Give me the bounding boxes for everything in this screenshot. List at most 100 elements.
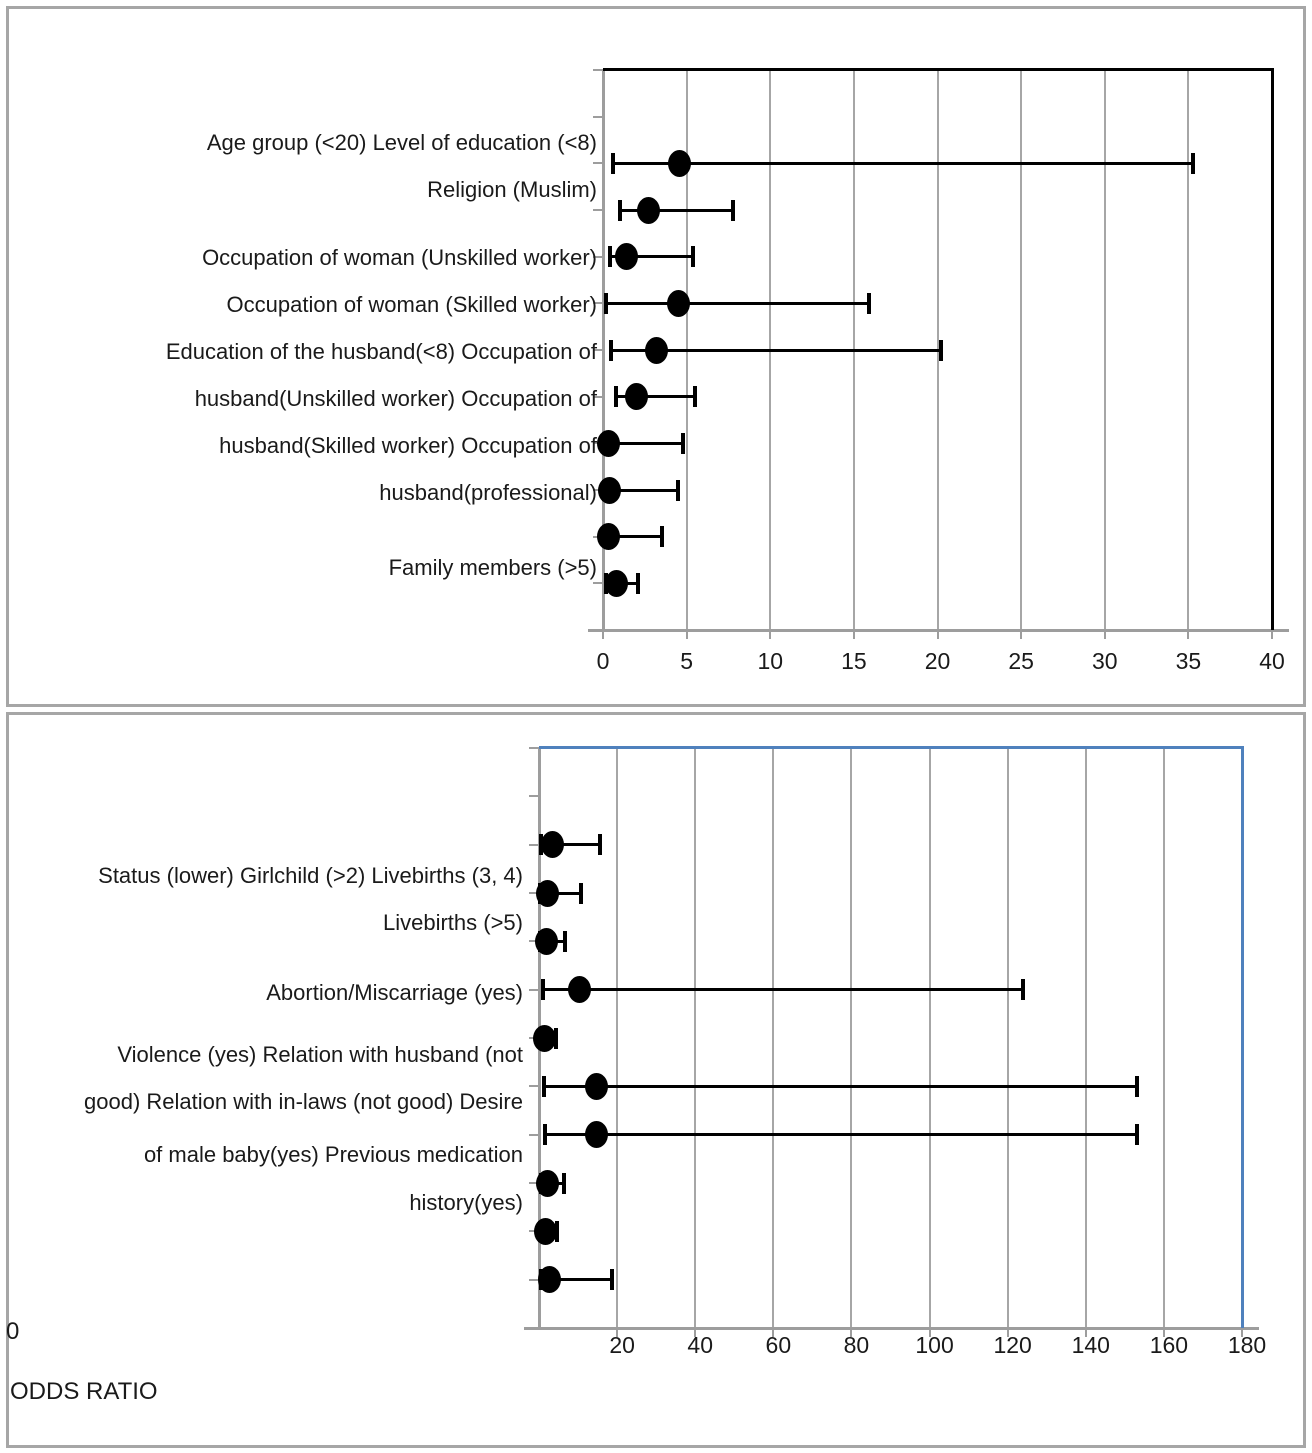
ci-cap-right — [554, 1027, 559, 1049]
category-label-line: husband(professional) — [379, 480, 597, 505]
or-marker — [540, 831, 564, 859]
ci-cap-right — [691, 246, 696, 268]
ci-cap-right — [731, 199, 736, 221]
ci-bar — [544, 1084, 1137, 1088]
ci-cap-right — [1134, 1075, 1139, 1097]
or-marker — [636, 196, 660, 224]
ci-cap-right — [597, 834, 602, 856]
x-axis-tick — [1241, 1328, 1243, 1337]
x-axis-tick — [685, 630, 688, 639]
x-axis-tick — [1020, 630, 1023, 639]
y-axis-tick — [529, 1085, 539, 1088]
ci-bar — [541, 843, 600, 847]
category-label-line: Occupation of woman (Unskilled worker) — [202, 245, 597, 270]
ci-cap-right — [692, 386, 697, 408]
ci-cap-right — [681, 432, 686, 454]
or-marker — [604, 569, 628, 597]
or-marker — [533, 1024, 557, 1052]
x-axis-tick — [936, 630, 939, 639]
ci-bar — [603, 535, 662, 539]
x-axis-title: ODDS RATIO — [10, 1378, 158, 1405]
y-axis-tick — [529, 988, 539, 991]
ci-cap-right — [636, 572, 641, 594]
category-label-line: Education of the husband(<8) Occupation … — [165, 339, 597, 364]
x-gridline — [616, 748, 619, 1328]
x-gridline — [1103, 70, 1106, 630]
x-tick-label: 180 — [1227, 1332, 1267, 1358]
x-tick-label: 0 — [596, 648, 610, 674]
x-zero-label: 0 — [6, 1318, 20, 1345]
ci-bar — [613, 161, 1194, 165]
x-gridline — [1084, 748, 1087, 1328]
x-gridline — [850, 748, 853, 1328]
ci-cap-right — [610, 1269, 615, 1291]
y-axis-tick — [593, 209, 603, 211]
or-marker — [645, 336, 669, 364]
or-marker — [584, 1072, 608, 1100]
category-label-line: husband(Skilled worker) Occupation of — [219, 433, 597, 458]
ci-cap-right — [1021, 979, 1026, 1001]
y-axis-tick — [529, 892, 539, 894]
ci-bar — [540, 891, 581, 895]
y-axis-tick — [593, 302, 603, 305]
x-axis-tick — [616, 1328, 619, 1337]
or-marker — [596, 429, 620, 457]
category-label-line: good) Relation with in-laws (not good) D… — [84, 1089, 523, 1114]
y-axis-tick — [593, 489, 603, 491]
ci-bar — [603, 488, 679, 492]
x-axis-tick — [852, 630, 855, 639]
x-axis-tick — [602, 630, 604, 639]
x-gridline — [694, 748, 697, 1328]
or-marker — [536, 879, 560, 907]
or-marker — [535, 1169, 559, 1197]
or-marker — [534, 1217, 558, 1245]
ci-bar — [619, 208, 734, 212]
y-axis-tick — [593, 162, 603, 165]
ci-cap-right — [562, 930, 567, 952]
y-axis-tick — [593, 582, 603, 585]
x-gridline — [1187, 70, 1190, 630]
y-axis-tick — [529, 747, 539, 749]
y-axis-tick — [529, 1133, 539, 1136]
ci-cap-left — [609, 339, 614, 361]
x-axis-tick — [1103, 630, 1106, 639]
y-axis-line — [602, 70, 605, 630]
x-tick-label: 20 — [924, 648, 951, 674]
x-tick-label: 40 — [687, 1332, 714, 1358]
ci-bar — [611, 348, 941, 352]
or-marker — [567, 976, 591, 1004]
y-axis-tick — [593, 395, 603, 398]
plot-right-border — [1271, 68, 1274, 630]
x-axis-tick — [928, 1328, 931, 1337]
category-label-line: Age group (<20) Level of education (<8) — [206, 130, 597, 155]
x-tick-label: 30 — [1091, 648, 1118, 674]
x-axis-line — [524, 1327, 1259, 1330]
x-axis-tick — [1084, 1328, 1087, 1337]
ci-bar — [544, 1133, 1137, 1137]
x-gridline — [928, 748, 931, 1328]
category-label-line: of male baby(yes) Previous medication — [143, 1142, 523, 1167]
ci-cap-left — [542, 1075, 547, 1097]
plot-right-border — [1241, 746, 1244, 1328]
ci-cap-right — [1134, 1124, 1139, 1146]
x-tick-label: 140 — [1071, 1332, 1110, 1358]
x-tick-label: 160 — [1149, 1332, 1189, 1358]
ci-cap-left — [607, 246, 612, 268]
ci-cap-left — [614, 386, 619, 408]
ci-cap-left — [604, 292, 609, 314]
ci-cap-right — [866, 292, 871, 314]
or-marker — [534, 927, 558, 955]
x-axis-tick — [850, 1328, 853, 1337]
x-tick-label: 60 — [765, 1332, 792, 1358]
y-axis-tick — [593, 255, 603, 258]
y-axis-tick — [529, 795, 539, 798]
x-axis-tick — [694, 1328, 697, 1337]
x-gridline — [1006, 748, 1009, 1328]
category-label-line: Livebirths (>5) — [382, 910, 523, 935]
category-label-line: Status (lower) Girlchild (>2) Livebirths… — [98, 863, 523, 888]
or-marker — [614, 243, 638, 271]
ci-cap-right — [578, 882, 583, 904]
ci-bar — [616, 395, 695, 399]
or-marker — [537, 1266, 561, 1294]
